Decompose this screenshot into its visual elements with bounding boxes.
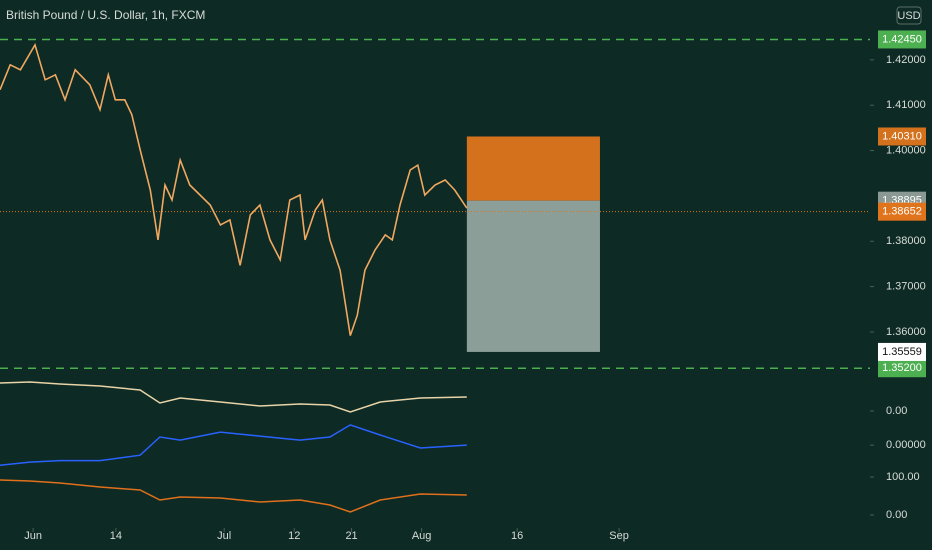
price-line <box>0 424 467 467</box>
price-axis <box>870 0 932 550</box>
y-tick-label: 100.00 <box>886 471 920 483</box>
currency[interactable]: USD <box>897 10 920 22</box>
price-line <box>0 479 467 513</box>
x-tick-label: Jul <box>217 530 231 542</box>
y-tick-label: 1.42000 <box>886 54 926 66</box>
x-tick-label: Jun <box>24 530 42 542</box>
y-tick-label: 0.00 <box>886 509 907 521</box>
price-line <box>0 381 467 413</box>
y-tick-label: 0.00000 <box>886 439 926 451</box>
target-zone <box>466 200 600 352</box>
x-tick-label: Sep <box>609 530 629 542</box>
x-tick-label: 14 <box>110 530 122 542</box>
price-label-bg <box>878 127 926 146</box>
chart-title: British Pound / U.S. Dollar, 1h, FXCM <box>6 8 205 22</box>
y-tick-label: 0.00 <box>886 405 907 417</box>
y-tick-label: 1.38000 <box>886 235 926 247</box>
x-tick-label: 12 <box>288 530 300 542</box>
price-label: 1.35559 <box>882 346 922 358</box>
price-label: 1.38652 <box>882 206 922 218</box>
price-label-bg <box>878 342 926 361</box>
price-label-bg <box>878 30 926 49</box>
y-tick-label: 1.37000 <box>886 280 926 292</box>
x-tick-label: 16 <box>511 530 523 542</box>
y-tick-label: 1.40000 <box>886 144 926 156</box>
price-label-bg <box>878 202 926 221</box>
y-tick-label: 1.41000 <box>886 99 926 111</box>
price-label-bg <box>878 359 926 378</box>
currency-button[interactable] <box>896 6 922 25</box>
y-tick-label: 1.36000 <box>886 326 926 338</box>
price-label: 1.42450 <box>882 33 922 45</box>
stop-zone <box>466 136 600 201</box>
price-label: 1.40310 <box>882 130 922 142</box>
price-line <box>0 42 468 336</box>
x-tick-label: 21 <box>345 530 357 542</box>
x-tick-label: Aug <box>412 530 432 542</box>
price-label: 1.35200 <box>882 362 922 374</box>
